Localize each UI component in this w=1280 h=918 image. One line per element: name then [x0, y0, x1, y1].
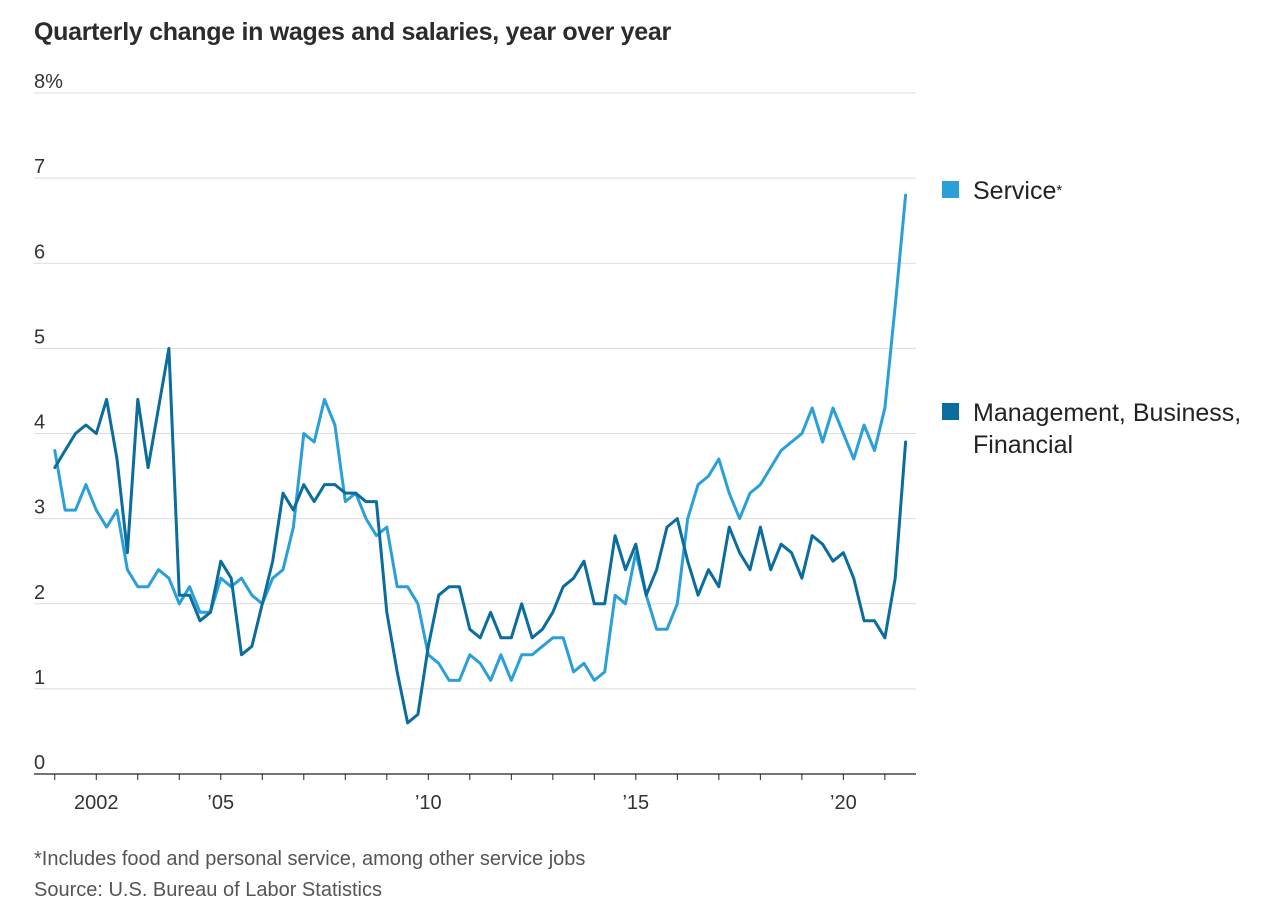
y-tick-label: 0 [34, 752, 45, 774]
legend-item-management: Management, Business, Financial [942, 397, 1241, 461]
y-tick-label: 3 [34, 497, 45, 519]
legend-item-service: Service* [942, 175, 1062, 207]
footnote: *Includes food and personal service, amo… [34, 848, 586, 870]
x-tick-label: ’15 [622, 792, 649, 814]
y-tick-label: 1 [34, 667, 45, 689]
x-tick-label: ’20 [830, 792, 857, 814]
x-tick-label: ’10 [415, 792, 442, 814]
y-tick-label: 5 [34, 326, 45, 348]
chart-title: Quarterly change in wages and salaries, … [34, 18, 671, 46]
legend-swatch-management [942, 403, 959, 420]
x-tick-label: 2002 [74, 792, 119, 814]
line-chart: 0 1 2 3 4 5 6 7 8% 2002 ’05 ’10 ’15 ’20 [34, 71, 916, 814]
y-axis-labels: 0 1 2 3 4 5 6 7 8% [34, 71, 63, 774]
y-tick-label: 6 [34, 241, 45, 263]
x-axis: 2002 ’05 ’10 ’15 ’20 [34, 773, 916, 814]
series-line-service [53, 193, 908, 682]
y-tick-label: 4 [34, 412, 45, 434]
y-tick-label: 7 [34, 156, 45, 178]
y-tick-label: 2 [34, 582, 45, 604]
series-line-management [53, 346, 908, 725]
series-lines [53, 193, 908, 725]
y-tick-label: 8% [34, 71, 63, 93]
legend-label-management: Management, Business, Financial [973, 399, 1242, 459]
legend-swatch-service [942, 181, 959, 198]
source-note: Source: U.S. Bureau of Labor Statistics [34, 879, 382, 901]
gridlines [34, 92, 916, 690]
x-tick-label: ’05 [207, 792, 234, 814]
legend-label-service: Service* [973, 177, 1063, 205]
